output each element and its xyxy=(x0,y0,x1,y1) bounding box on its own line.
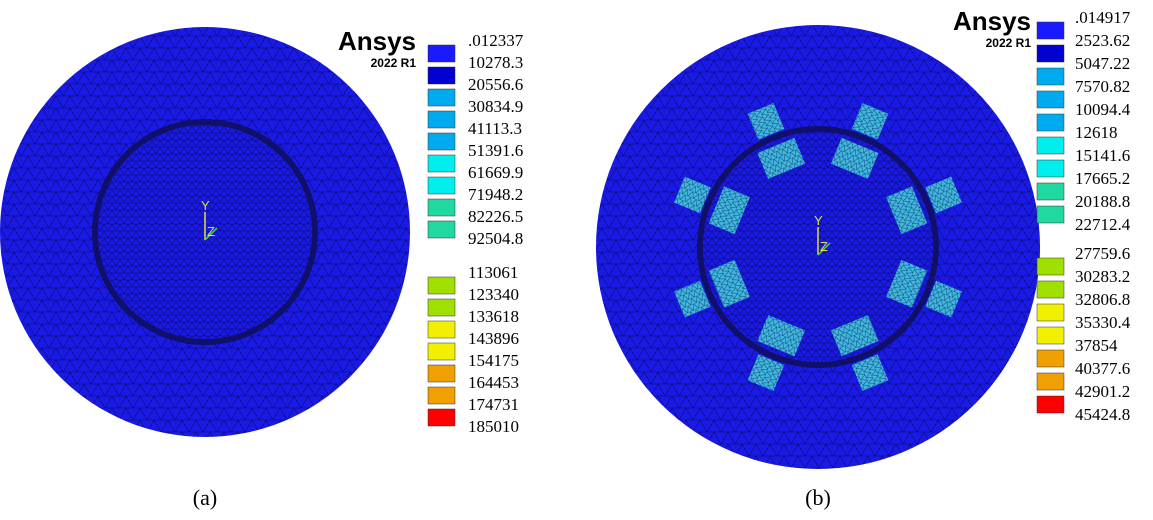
legend-swatch xyxy=(1037,160,1064,177)
legend-swatch xyxy=(428,133,455,150)
legend-swatch xyxy=(1037,22,1064,39)
legend-label: 15141.6 xyxy=(1075,146,1130,165)
legend-swatch xyxy=(1037,206,1064,223)
legend-swatch xyxy=(1037,281,1064,298)
legend-label: 5047.22 xyxy=(1075,54,1130,73)
legend-swatch xyxy=(428,45,455,62)
legend-label: 35330.4 xyxy=(1075,313,1131,332)
legend-label: 51391.6 xyxy=(468,141,523,160)
legend-swatch xyxy=(428,277,455,294)
legend-swatch xyxy=(428,199,455,216)
legend-label: 123340 xyxy=(468,285,519,304)
legend-swatch xyxy=(1037,137,1064,154)
legend-label: 45424.8 xyxy=(1075,405,1130,424)
legend-swatch xyxy=(1037,304,1064,321)
legend-label: 92504.8 xyxy=(468,229,523,248)
legend-swatch xyxy=(428,299,455,316)
triad-label: Y xyxy=(201,198,210,213)
legend-label: 7570.82 xyxy=(1075,77,1130,96)
legend-label: 40377.6 xyxy=(1075,359,1130,378)
figure: YZAnsys2022 R1.01233710278.320556.630834… xyxy=(0,0,1153,520)
legend-swatch xyxy=(1037,68,1064,85)
legend-label: .012337 xyxy=(468,31,524,50)
triad-label: Z xyxy=(207,224,215,239)
legend-swatch xyxy=(428,221,455,238)
legend-swatch xyxy=(428,365,455,382)
version: 2022 R1 xyxy=(371,56,417,70)
legend-label: 27759.6 xyxy=(1075,244,1130,263)
legend-label: 113061 xyxy=(468,263,518,282)
legend-label: 71948.2 xyxy=(468,185,523,204)
legend-swatch xyxy=(1037,91,1064,108)
legend-swatch xyxy=(1037,327,1064,344)
caption: (b) xyxy=(805,485,831,510)
legend-swatch xyxy=(428,387,455,404)
legend-label: 82226.5 xyxy=(468,207,523,226)
legend-label: 10278.3 xyxy=(468,53,523,72)
legend-swatch xyxy=(428,111,455,128)
legend-label: 22712.4 xyxy=(1075,215,1131,234)
legend-label: 164453 xyxy=(468,373,519,392)
legend-swatch xyxy=(428,343,455,360)
legend-label: 32806.8 xyxy=(1075,290,1130,309)
legend-swatch xyxy=(1037,258,1064,275)
legend-swatch xyxy=(428,89,455,106)
legend-label: 20188.8 xyxy=(1075,192,1130,211)
legend-label: 2523.62 xyxy=(1075,31,1130,50)
logo: Ansys xyxy=(953,6,1031,36)
legend-label: 17665.2 xyxy=(1075,169,1130,188)
legend-swatch xyxy=(1037,350,1064,367)
legend-label: 154175 xyxy=(468,351,519,370)
caption: (a) xyxy=(193,485,217,510)
legend-label: 61669.9 xyxy=(468,163,523,182)
version: 2022 R1 xyxy=(986,36,1032,50)
legend-swatch xyxy=(1037,45,1064,62)
logo: Ansys xyxy=(338,26,416,56)
legend-label: 185010 xyxy=(468,417,519,436)
legend-swatch xyxy=(428,409,455,426)
legend-label: 30283.2 xyxy=(1075,267,1130,286)
triad-label: Z xyxy=(820,239,828,254)
legend-swatch xyxy=(1037,396,1064,413)
legend-label: 41113.3 xyxy=(468,119,522,138)
legend-swatch xyxy=(428,155,455,172)
legend-swatch xyxy=(1037,114,1064,131)
legend-label: 143896 xyxy=(468,329,519,348)
legend-swatch xyxy=(428,321,455,338)
legend-label: 30834.9 xyxy=(468,97,523,116)
legend-label: 10094.4 xyxy=(1075,100,1131,119)
legend-label: 12618 xyxy=(1075,123,1118,142)
legend-label: .014917 xyxy=(1075,8,1131,27)
legend-label: 133618 xyxy=(468,307,519,326)
legend-swatch xyxy=(428,67,455,84)
legend-label: 174731 xyxy=(468,395,519,414)
legend-swatch xyxy=(1037,183,1064,200)
legend-swatch xyxy=(428,177,455,194)
legend-swatch xyxy=(1037,373,1064,390)
legend-label: 42901.2 xyxy=(1075,382,1130,401)
legend-label: 37854 xyxy=(1075,336,1118,355)
legend-label: 20556.6 xyxy=(468,75,523,94)
triad-label: Y xyxy=(814,213,823,228)
